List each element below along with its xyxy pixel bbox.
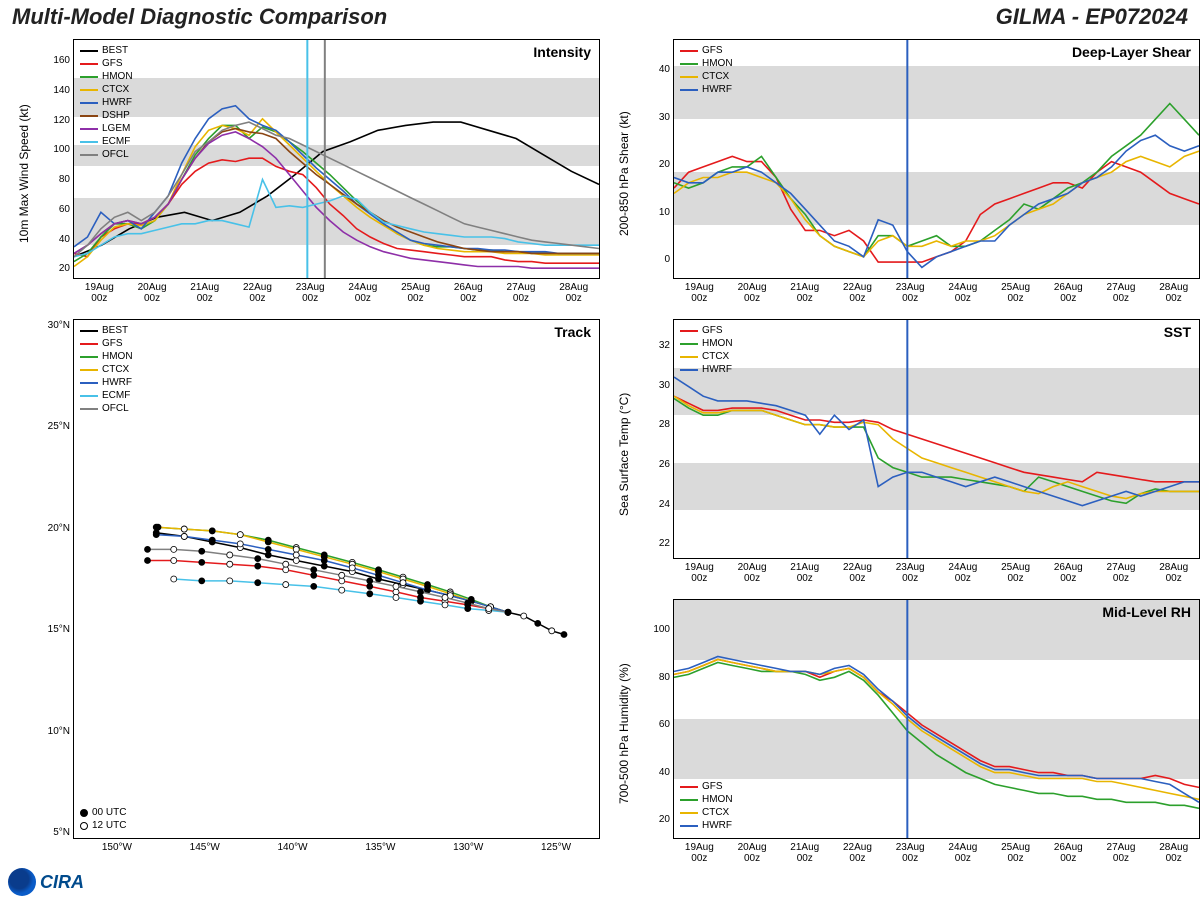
sst-label: SST <box>1164 324 1191 340</box>
page-header: Multi-Model Diagnostic Comparison GILMA … <box>0 0 1200 34</box>
sst-yticks: 222426283032 <box>634 320 670 558</box>
intensity-yticks: 20406080100120140160 <box>34 40 70 278</box>
shear-yticks: 010203040 <box>634 40 670 278</box>
shear-panel: 200-850 hPa Shear (kt) Deep-Layer Shear … <box>610 34 1200 314</box>
sst-panel: Sea Surface Temp (°C) SST GFSHMONCTCXHWR… <box>610 314 1200 594</box>
track-legend: BESTGFSHMONCTCXHWRFECMFOFCL <box>80 324 133 415</box>
track-yticks: 5°N10°N15°N20°N25°N30°N <box>34 320 70 838</box>
sst-ylabel: Sea Surface Temp (°C) <box>615 319 633 589</box>
rh-panel: 700-500 hPa Humidity (%) Mid-Level RH GF… <box>610 594 1200 874</box>
intensity-label: Intensity <box>533 44 591 60</box>
shear-xticks: 19Aug 00z20Aug 00z21Aug 00z22Aug 00z23Au… <box>673 279 1200 309</box>
rh-xticks: 19Aug 00z20Aug 00z21Aug 00z22Aug 00z23Au… <box>673 839 1200 869</box>
rh-ylabel: 700-500 hPa Humidity (%) <box>615 599 633 869</box>
track-ylabel <box>15 319 33 869</box>
sst-plot: SST GFSHMONCTCXHWRF 222426283032 <box>673 319 1200 559</box>
page-title: Multi-Model Diagnostic Comparison <box>12 4 387 30</box>
track-label: Track <box>554 324 591 340</box>
track-panel: Track BESTGFSHMONCTCXHWRFECMFOFCL 00 UTC… <box>10 314 610 874</box>
shear-label: Deep-Layer Shear <box>1072 44 1191 60</box>
footer-logo: CIRA <box>8 868 84 896</box>
rh-legend: GFSHMONCTCXHWRF <box>680 780 733 832</box>
rh-yticks: 20406080100 <box>634 600 670 838</box>
cira-text: CIRA <box>40 872 84 893</box>
sst-xticks: 19Aug 00z20Aug 00z21Aug 00z22Aug 00z23Au… <box>673 559 1200 589</box>
track-marker-legend: 00 UTC12 UTC <box>80 806 126 832</box>
rh-plot: Mid-Level RH GFSHMONCTCXHWRF 20406080100 <box>673 599 1200 839</box>
intensity-panel: 10m Max Wind Speed (kt) Intensity BESTGF… <box>10 34 610 314</box>
intensity-ylabel: 10m Max Wind Speed (kt) <box>15 39 33 309</box>
intensity-legend: BESTGFSHMONCTCXHWRFDSHPLGEMECMFOFCL <box>80 44 133 161</box>
noaa-icon <box>8 868 36 896</box>
track-xticks: 150°W145°W140°W135°W130°W125°W <box>73 839 600 869</box>
intensity-plot: Intensity BESTGFSHMONCTCXHWRFDSHPLGEMECM… <box>73 39 600 279</box>
storm-id: GILMA - EP072024 <box>996 4 1188 30</box>
intensity-xticks: 19Aug 00z20Aug 00z21Aug 00z22Aug 00z23Au… <box>73 279 600 309</box>
shear-legend: GFSHMONCTCXHWRF <box>680 44 733 96</box>
chart-grid: 10m Max Wind Speed (kt) Intensity BESTGF… <box>0 34 1200 874</box>
rh-label: Mid-Level RH <box>1102 604 1191 620</box>
sst-legend: GFSHMONCTCXHWRF <box>680 324 733 376</box>
shear-ylabel: 200-850 hPa Shear (kt) <box>615 39 633 309</box>
shear-plot: Deep-Layer Shear GFSHMONCTCXHWRF 0102030… <box>673 39 1200 279</box>
track-plot: Track BESTGFSHMONCTCXHWRFECMFOFCL 00 UTC… <box>73 319 600 839</box>
